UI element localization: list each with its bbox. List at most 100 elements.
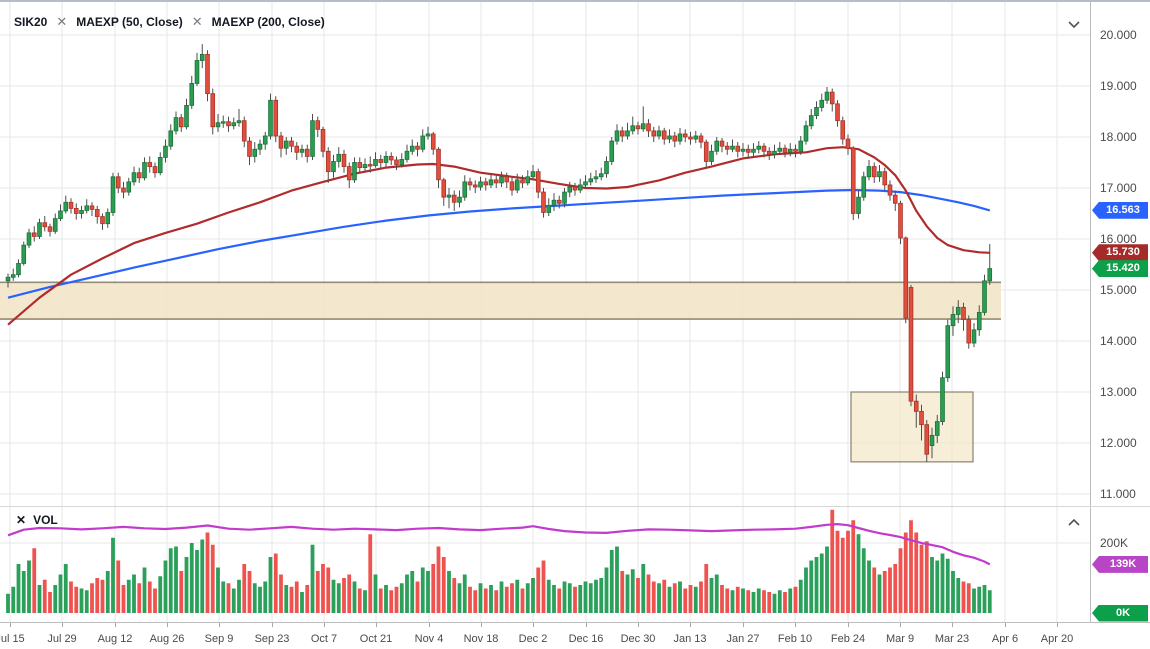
volume-bar[interactable] xyxy=(709,578,714,613)
volume-bar[interactable] xyxy=(483,588,488,614)
volume-bar[interactable] xyxy=(405,574,409,614)
candle-body[interactable] xyxy=(331,161,336,173)
candle-body[interactable] xyxy=(472,184,478,188)
volume-bar[interactable] xyxy=(678,581,682,614)
volume-bar[interactable] xyxy=(730,590,735,613)
volume-bar[interactable] xyxy=(11,586,16,613)
candle-body[interactable] xyxy=(462,181,468,198)
volume-bar[interactable] xyxy=(872,567,877,614)
volume-bar[interactable] xyxy=(74,586,79,613)
candle-body[interactable] xyxy=(929,434,935,446)
candle-body[interactable] xyxy=(955,306,961,315)
candle-body[interactable] xyxy=(630,125,636,132)
volume-bar[interactable] xyxy=(242,564,247,613)
symbol-label[interactable]: SIK20 xyxy=(14,15,48,29)
candle-body[interactable] xyxy=(168,130,174,147)
candle-body[interactable] xyxy=(635,125,641,130)
volume-bar[interactable] xyxy=(562,581,567,614)
candle-body[interactable] xyxy=(210,93,216,128)
volume-bar[interactable] xyxy=(289,586,294,613)
volume-ma-line[interactable] xyxy=(7,523,991,566)
candle-body[interactable] xyxy=(79,210,84,214)
candle-body[interactable] xyxy=(782,147,788,153)
volume-bar[interactable] xyxy=(987,590,992,613)
volume-bar[interactable] xyxy=(90,583,94,613)
candle-body[interactable] xyxy=(451,194,457,203)
candle-body[interactable] xyxy=(714,140,720,152)
candle-body[interactable] xyxy=(856,196,861,214)
volume-bar[interactable] xyxy=(546,579,551,613)
candle-body[interactable] xyxy=(908,287,914,402)
volume-bar[interactable] xyxy=(126,579,131,613)
volume-bar[interactable] xyxy=(457,583,462,613)
candle-body[interactable] xyxy=(121,187,126,193)
price-axis[interactable]: 20.000 19.000 18.000 17.000 16.000 15.000 14.0… xyxy=(1091,2,1150,622)
candle-body[interactable] xyxy=(609,140,615,162)
volume-bar[interactable] xyxy=(867,560,871,614)
candle-body[interactable] xyxy=(220,121,226,124)
volume-bar[interactable] xyxy=(846,530,850,613)
candle-body[interactable] xyxy=(740,148,746,152)
volume-bar[interactable] xyxy=(699,581,703,614)
volume-bar[interactable] xyxy=(756,588,761,614)
volume-bar[interactable] xyxy=(767,592,772,613)
volume-bar[interactable] xyxy=(268,557,273,613)
volume-bar[interactable] xyxy=(21,571,26,613)
volume-bar[interactable] xyxy=(147,581,152,614)
candle-body[interactable] xyxy=(383,155,389,163)
candle-body[interactable] xyxy=(68,201,74,209)
candle-body[interactable] xyxy=(147,162,153,167)
volume-bar[interactable] xyxy=(279,574,283,614)
volume-bar[interactable] xyxy=(861,548,866,613)
candle-body[interactable] xyxy=(194,60,200,84)
candle-body[interactable] xyxy=(394,159,399,165)
volume-bar[interactable] xyxy=(877,574,882,614)
volume-bar[interactable] xyxy=(200,539,205,614)
volume-bar[interactable] xyxy=(940,553,945,614)
candle-body[interactable] xyxy=(961,306,966,320)
candle-body[interactable] xyxy=(892,194,898,204)
candle-body[interactable] xyxy=(215,122,221,128)
volume-bar[interactable] xyxy=(53,585,58,613)
time-axis[interactable]: Jul 15 Jul 29 Aug 12 Aug 26 Sep 9 Sep 23 Oct 7… xyxy=(0,623,1090,649)
candle-body[interactable] xyxy=(567,186,573,193)
candle-body[interactable] xyxy=(745,148,751,153)
candle-body[interactable] xyxy=(866,166,872,178)
volume-bar[interactable] xyxy=(693,586,698,613)
candle-body[interactable] xyxy=(677,133,683,142)
volume-bar[interactable] xyxy=(158,576,163,613)
volume-bar[interactable] xyxy=(58,574,63,614)
volume-bar[interactable] xyxy=(84,590,89,613)
volume-bar[interactable] xyxy=(210,544,215,613)
candle-body[interactable] xyxy=(294,145,300,153)
volume-bar[interactable] xyxy=(956,578,961,613)
volume-bar[interactable] xyxy=(321,564,325,613)
candle-body[interactable] xyxy=(278,135,284,149)
candle-body[interactable] xyxy=(619,130,625,137)
indicator-ma50-label[interactable]: MAEXP (50, Close) xyxy=(76,15,183,29)
volume-bar[interactable] xyxy=(898,548,903,613)
candle-body[interactable] xyxy=(425,133,431,137)
candle-body[interactable] xyxy=(614,130,620,142)
volume-bar[interactable] xyxy=(840,537,845,613)
candle-body[interactable] xyxy=(724,145,730,150)
volume-bar[interactable] xyxy=(714,574,719,614)
volume-bar[interactable] xyxy=(410,571,415,613)
candle-body[interactable] xyxy=(262,135,268,145)
volume-bar[interactable] xyxy=(930,557,934,613)
volume-bar[interactable] xyxy=(63,564,68,613)
volume-bar[interactable] xyxy=(389,590,394,613)
candle-body[interactable] xyxy=(52,218,58,232)
candle-body[interactable] xyxy=(934,421,940,436)
volume-bar[interactable] xyxy=(819,553,824,614)
volume-bar[interactable] xyxy=(683,588,688,614)
candle-body[interactable] xyxy=(378,159,384,163)
volume-bar[interactable] xyxy=(909,520,913,613)
volume-bar[interactable] xyxy=(893,564,898,613)
candle-body[interactable] xyxy=(719,140,725,147)
volume-bar[interactable] xyxy=(331,579,336,613)
volume-bar[interactable] xyxy=(945,558,950,613)
volume-bar[interactable] xyxy=(142,567,147,614)
candle-body[interactable] xyxy=(320,128,326,152)
candle-body[interactable] xyxy=(409,145,415,152)
